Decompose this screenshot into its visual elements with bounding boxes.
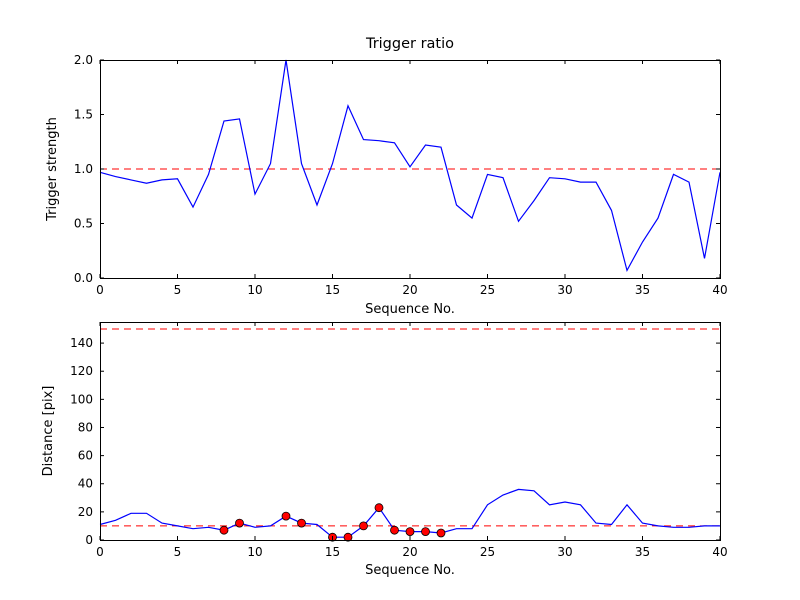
- svg-text:1.5: 1.5: [74, 108, 93, 122]
- svg-text:5: 5: [174, 283, 182, 297]
- svg-text:20: 20: [78, 505, 93, 519]
- svg-text:40: 40: [78, 477, 93, 491]
- svg-text:10: 10: [247, 545, 262, 559]
- svg-text:0: 0: [96, 545, 104, 559]
- svg-text:60: 60: [78, 449, 93, 463]
- bottom-chart-xlabel: Sequence No.: [365, 563, 455, 578]
- svg-text:0: 0: [96, 283, 104, 297]
- svg-text:15: 15: [325, 283, 340, 297]
- svg-text:0.5: 0.5: [74, 217, 93, 231]
- svg-text:140: 140: [70, 336, 93, 350]
- svg-text:120: 120: [70, 364, 93, 378]
- top-chart-canvas: 0 5 10 15 20 25 30 35 40 0.0 0.5 1.0 1.5 2.0: [74, 53, 728, 297]
- top-chart-title: Trigger ratio: [365, 36, 455, 52]
- svg-text:2.0: 2.0: [74, 53, 93, 67]
- svg-text:20: 20: [402, 283, 417, 297]
- svg-text:1.0: 1.0: [74, 162, 93, 176]
- svg-text:40: 40: [712, 545, 727, 559]
- bottom-chart-canvas: 0 5 10 15 20 25 30 35 40 0 20 40 60 80 100 120 140: [70, 322, 728, 559]
- svg-text:80: 80: [78, 420, 93, 434]
- svg-text:5: 5: [174, 545, 182, 559]
- top-chart-xlabel: Sequence No.: [365, 302, 455, 317]
- svg-text:0.0: 0.0: [74, 271, 93, 285]
- svg-text:25: 25: [480, 283, 495, 297]
- svg-text:35: 35: [635, 283, 650, 297]
- svg-text:100: 100: [70, 392, 93, 406]
- svg-text:25: 25: [480, 545, 495, 559]
- svg-text:40: 40: [712, 283, 727, 297]
- svg-text:30: 30: [557, 283, 572, 297]
- svg-text:15: 15: [325, 545, 340, 559]
- svg-text:10: 10: [247, 283, 262, 297]
- svg-text:0: 0: [85, 533, 93, 547]
- svg-text:30: 30: [557, 545, 572, 559]
- svg-text:35: 35: [635, 545, 650, 559]
- svg-text:20: 20: [402, 545, 417, 559]
